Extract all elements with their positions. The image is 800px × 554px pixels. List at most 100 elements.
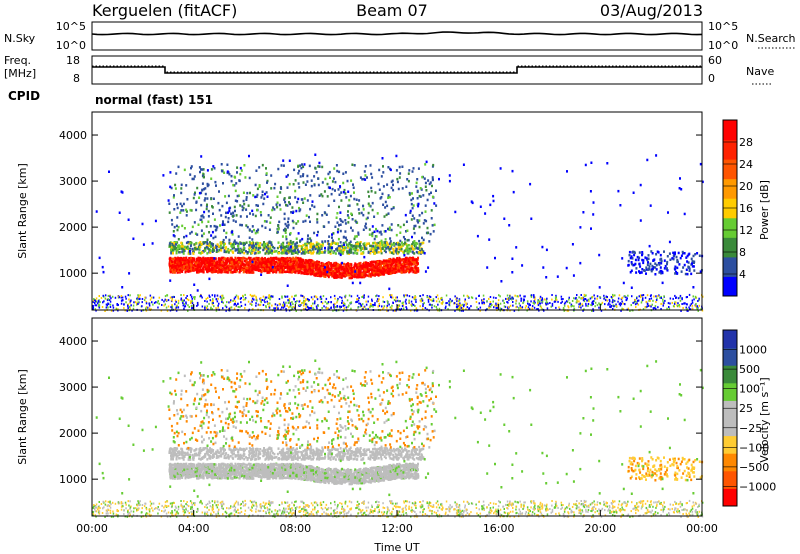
data-cell — [306, 263, 309, 267]
data-cell — [271, 250, 274, 253]
data-cell — [222, 238, 225, 242]
data-cell — [225, 236, 227, 239]
data-cell — [393, 243, 396, 246]
data-cell — [367, 202, 370, 205]
data-cell — [318, 252, 321, 255]
data-cell — [265, 173, 268, 176]
data-cell — [183, 168, 186, 172]
data-cell — [362, 208, 365, 211]
data-cell — [316, 307, 318, 310]
data-cell — [214, 295, 216, 298]
data-cell — [256, 268, 259, 271]
data-cell — [302, 271, 305, 275]
data-cell — [155, 301, 157, 304]
data-cell — [414, 261, 416, 264]
data-cell — [298, 186, 301, 189]
data-cell — [308, 258, 311, 262]
data-cell — [351, 271, 354, 274]
data-cell — [272, 271, 275, 274]
data-cell — [415, 181, 418, 185]
data-cell — [346, 246, 349, 249]
data-cell — [499, 295, 501, 298]
data-cell — [316, 243, 319, 246]
data-cell — [304, 219, 307, 223]
data-cell — [292, 263, 295, 266]
data-cell — [345, 272, 348, 275]
data-cell — [323, 251, 326, 254]
data-cell — [218, 257, 221, 261]
data-cell — [194, 264, 197, 268]
data-cell — [285, 237, 288, 241]
data-cell — [180, 294, 182, 296]
data-cell — [429, 303, 432, 306]
data-cell — [265, 191, 268, 194]
data-cell — [195, 248, 198, 251]
data-cell — [250, 265, 253, 268]
data-cell — [417, 167, 420, 170]
data-cell — [199, 245, 202, 249]
data-cell — [261, 224, 264, 228]
data-cell — [679, 296, 681, 299]
data-cell — [591, 300, 594, 303]
data-cell — [412, 262, 415, 265]
data-cell — [332, 177, 335, 180]
data-cell — [234, 220, 237, 223]
data-cell — [388, 247, 391, 250]
data-cell — [265, 250, 268, 253]
data-cell — [415, 261, 418, 264]
data-cell — [389, 251, 392, 254]
data-cell — [276, 195, 279, 198]
data-cell — [376, 265, 378, 268]
data-cell — [294, 243, 297, 246]
data-cell — [211, 259, 213, 263]
data-cell — [184, 270, 187, 274]
data-cell — [353, 191, 355, 194]
data-cell — [245, 241, 248, 244]
data-cell — [414, 264, 417, 268]
data-cell — [321, 244, 324, 247]
data-cell — [145, 309, 148, 312]
data-cell — [265, 268, 268, 271]
data-cell — [591, 302, 593, 305]
data-cell — [279, 186, 282, 189]
data-cell — [337, 188, 340, 191]
data-cell — [401, 302, 403, 305]
data-cell — [365, 217, 368, 221]
data-cell — [366, 265, 369, 269]
data-cell — [415, 271, 418, 274]
data-cell — [255, 256, 258, 260]
data-cell — [395, 270, 398, 274]
data-cell — [171, 266, 173, 269]
data-cell — [302, 174, 304, 178]
data-cell — [344, 241, 347, 244]
data-cell — [283, 248, 286, 252]
data-cell — [392, 270, 395, 274]
data-cell — [267, 252, 270, 255]
data-cell — [173, 245, 176, 249]
data-cell — [276, 205, 279, 209]
data-cell — [255, 246, 258, 250]
data-cell — [221, 267, 224, 270]
data-cell — [389, 245, 391, 249]
data-cell — [301, 263, 304, 267]
data-cell — [368, 204, 371, 207]
data-cell — [345, 306, 348, 309]
data-cell — [358, 273, 361, 276]
data-cell — [411, 206, 414, 210]
data-cell — [390, 260, 393, 264]
data-cell — [332, 309, 334, 312]
data-cell — [401, 263, 404, 266]
data-cell — [256, 241, 259, 245]
data-cell — [254, 183, 257, 187]
data-cell — [250, 242, 253, 245]
data-cell — [314, 261, 317, 265]
data-cell — [215, 266, 218, 269]
data-cell — [325, 213, 328, 216]
data-cell — [372, 247, 375, 251]
data-cell — [534, 298, 536, 301]
data-cell — [187, 304, 189, 307]
data-cell — [218, 260, 221, 263]
data-cell — [258, 261, 261, 265]
data-cell — [385, 261, 388, 264]
data-cell — [603, 294, 605, 297]
